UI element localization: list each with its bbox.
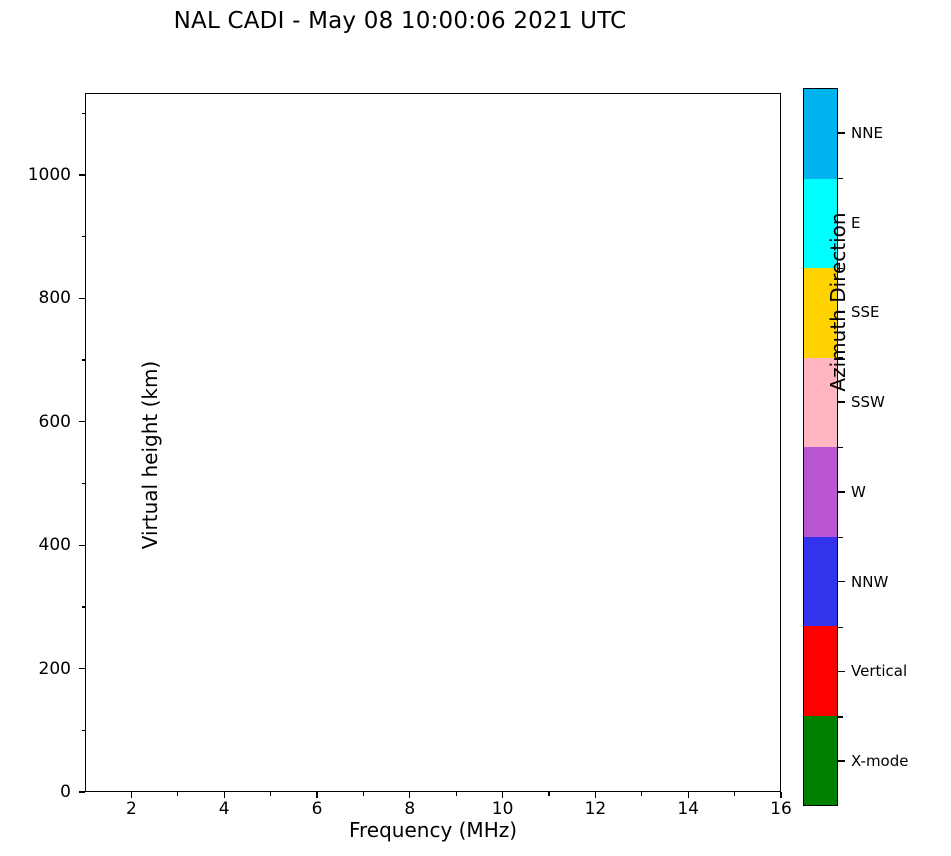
colorbar-boundary-tick xyxy=(838,267,843,269)
y-tick-major xyxy=(79,544,85,546)
colorbar-tick xyxy=(838,132,845,134)
colorbar-segment-nne xyxy=(804,89,837,179)
colorbar-label-x-mode: X-mode xyxy=(851,752,909,771)
x-tick-minor xyxy=(177,792,179,796)
colorbar-label-ssw: SSW xyxy=(851,393,885,412)
colorbar-label-e: E xyxy=(851,213,861,232)
colorbar-segment-sse xyxy=(804,268,837,358)
x-tick-major xyxy=(687,792,689,798)
y-tick-label: 200 xyxy=(38,658,71,679)
x-tick-minor xyxy=(455,792,457,796)
y-tick-label: 400 xyxy=(38,535,71,556)
x-tick-label: 4 xyxy=(218,799,230,819)
y-tick-minor xyxy=(81,112,85,115)
x-tick-major xyxy=(316,792,318,798)
colorbar-tick xyxy=(838,670,845,673)
colorbar-tick xyxy=(838,491,845,493)
colorbar-boundary-tick xyxy=(838,357,843,359)
x-tick-minor xyxy=(269,792,272,796)
y-tick-label: 600 xyxy=(38,411,71,432)
x-tick-major xyxy=(130,792,133,798)
x-tick-major xyxy=(594,792,597,798)
colorbar-label-nne: NNE xyxy=(851,123,883,142)
colorbar-tick xyxy=(838,401,845,403)
y-tick-minor xyxy=(81,606,85,608)
colorbar-label-nnw: NNW xyxy=(851,572,889,591)
y-tick-label: 0 xyxy=(60,782,71,802)
colorbar-segment-nnw xyxy=(804,536,837,626)
colorbar-boundary-tick xyxy=(838,447,843,449)
x-tick-major xyxy=(780,792,782,798)
x-axis-title: Frequency (MHz) xyxy=(348,818,518,842)
colorbar-boundary-tick xyxy=(838,177,843,180)
x-tick-label: 14 xyxy=(677,799,700,819)
x-tick-major xyxy=(409,792,411,798)
colorbar-tick xyxy=(838,311,845,314)
colorbar-boundary-tick xyxy=(838,536,843,539)
x-tick-minor xyxy=(641,792,643,796)
x-tick-minor xyxy=(733,792,736,796)
y-tick-minor xyxy=(81,236,85,238)
colorbar-segment-ssw xyxy=(804,357,837,447)
x-tick-label: 16 xyxy=(770,799,792,819)
x-tick-label: 12 xyxy=(584,799,607,819)
colorbar-boundary-tick xyxy=(838,716,843,718)
y-tick-major xyxy=(79,297,85,300)
colorbar-tick xyxy=(838,221,845,224)
x-tick-label: 6 xyxy=(311,799,323,819)
y-tick-major xyxy=(79,421,85,423)
y-tick-minor xyxy=(81,729,85,731)
colorbar-tick xyxy=(838,580,845,583)
y-tick-major xyxy=(79,174,85,176)
colorbar-segment-vertical xyxy=(804,626,837,716)
y-tick-major xyxy=(79,667,85,670)
x-tick-minor xyxy=(548,792,550,796)
colorbar-segment-w xyxy=(804,447,837,537)
y-tick-label: 1000 xyxy=(27,165,71,186)
y-axis-title: Virtual height (km) xyxy=(138,360,162,550)
x-tick-label: 10 xyxy=(491,799,514,819)
x-tick-minor xyxy=(362,792,365,796)
colorbar-segment-e xyxy=(804,178,837,268)
colorbar-boundary-tick xyxy=(838,626,843,628)
x-tick-major xyxy=(501,792,504,798)
x-tick-label: 8 xyxy=(404,799,416,819)
colorbar xyxy=(803,88,838,806)
colorbar-label-sse: SSE xyxy=(851,303,880,322)
y-tick-major xyxy=(79,791,85,793)
x-tick-major xyxy=(223,792,225,798)
colorbar-segment-x-mode xyxy=(804,715,837,805)
plot-area: 2 4 6 8 10 12 14 16 0 200 400 600 800 1000 xyxy=(28,93,792,819)
colorbar-tick xyxy=(838,760,845,762)
y-tick-minor xyxy=(81,359,85,361)
y-tick-label: 800 xyxy=(38,288,71,309)
chart-title: NAL CADI - May 08 10:00:06 2021 UTC xyxy=(173,8,627,34)
colorbar-title: Azimuth Direction xyxy=(826,212,850,392)
y-tick-minor xyxy=(81,482,85,485)
colorbar-label-w: W xyxy=(851,482,866,501)
x-tick-label: 2 xyxy=(125,799,137,819)
colorbar-label-vertical: Vertical xyxy=(851,662,908,681)
plot-frame xyxy=(85,93,781,792)
